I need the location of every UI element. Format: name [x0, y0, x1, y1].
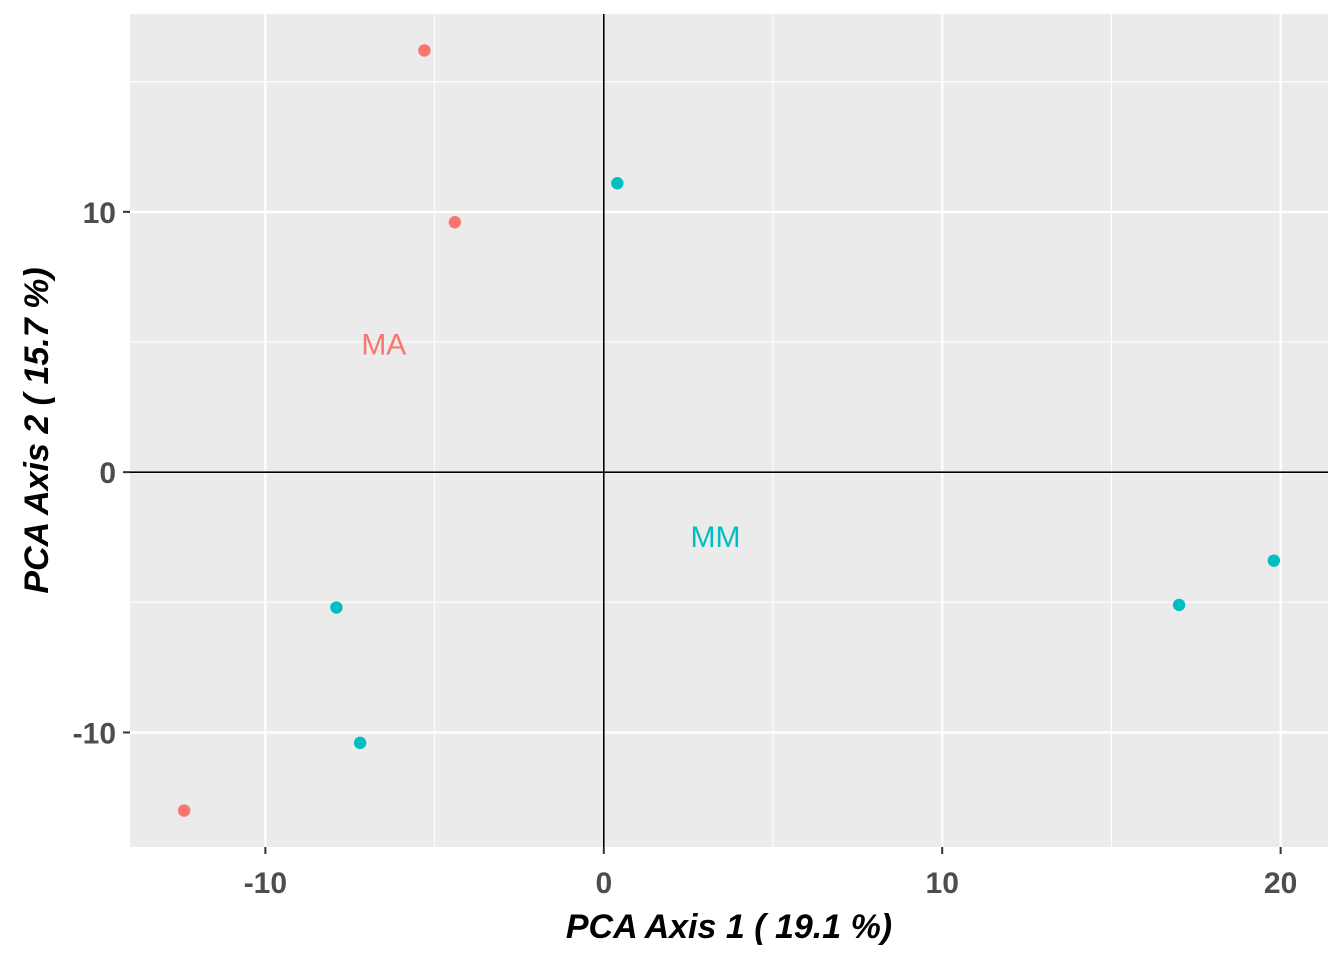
y-tick-label: 0	[99, 457, 116, 490]
point-mm	[611, 177, 624, 190]
y-axis-ticks: -10 0 10	[73, 197, 130, 750]
reference-lines	[130, 14, 1328, 847]
point-mm	[330, 601, 343, 614]
group-label-ma: MA	[361, 329, 406, 362]
x-tick-label: 20	[1264, 867, 1297, 900]
y-tick-label: -10	[73, 717, 116, 750]
y-tick-label: 10	[83, 197, 116, 230]
point-ma	[177, 804, 191, 817]
group-labels: MA MM	[361, 329, 740, 555]
minor-gridlines	[130, 14, 1328, 847]
point-mm	[353, 736, 367, 750]
x-tick-label: -10	[244, 867, 287, 900]
plot-panel	[130, 14, 1328, 847]
point-ma	[448, 216, 462, 229]
x-tick-label: 0	[595, 867, 612, 900]
group-label-mm: MM	[690, 521, 740, 554]
x-axis-title: PCA Axis 1 ( 19.1 %)	[566, 908, 892, 946]
x-axis-ticks: -10 0 10 20	[244, 847, 1297, 900]
point-mm	[1172, 598, 1186, 612]
point-ma	[418, 44, 431, 57]
data-points	[177, 44, 1281, 817]
y-axis-title: PCA Axis 2 ( 15.7 %)	[18, 267, 56, 593]
point-mm	[1267, 554, 1281, 567]
x-tick-label: 10	[926, 867, 959, 900]
